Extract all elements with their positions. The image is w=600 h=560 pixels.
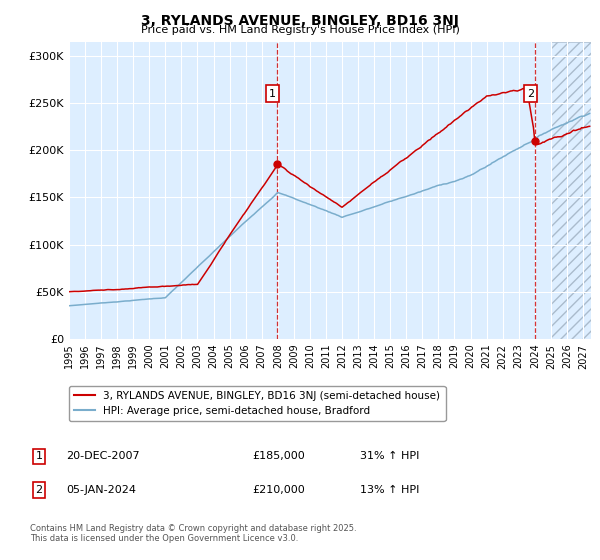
- Text: 1: 1: [35, 451, 43, 461]
- Text: 05-JAN-2024: 05-JAN-2024: [66, 485, 136, 495]
- Bar: [551, 42, 591, 339]
- Legend: 3, RYLANDS AVENUE, BINGLEY, BD16 3NJ (semi-detached house), HPI: Average price, : 3, RYLANDS AVENUE, BINGLEY, BD16 3NJ (se…: [69, 385, 446, 421]
- Text: 2: 2: [527, 89, 534, 99]
- Text: Price paid vs. HM Land Registry's House Price Index (HPI): Price paid vs. HM Land Registry's House …: [140, 25, 460, 35]
- Text: 1: 1: [269, 89, 276, 99]
- Text: £210,000: £210,000: [252, 485, 305, 495]
- Text: 31% ↑ HPI: 31% ↑ HPI: [360, 451, 419, 461]
- Text: 20-DEC-2007: 20-DEC-2007: [66, 451, 140, 461]
- Text: £185,000: £185,000: [252, 451, 305, 461]
- Text: Contains HM Land Registry data © Crown copyright and database right 2025.
This d: Contains HM Land Registry data © Crown c…: [30, 524, 356, 543]
- Text: 3, RYLANDS AVENUE, BINGLEY, BD16 3NJ: 3, RYLANDS AVENUE, BINGLEY, BD16 3NJ: [141, 14, 459, 28]
- Text: 2: 2: [35, 485, 43, 495]
- Text: 13% ↑ HPI: 13% ↑ HPI: [360, 485, 419, 495]
